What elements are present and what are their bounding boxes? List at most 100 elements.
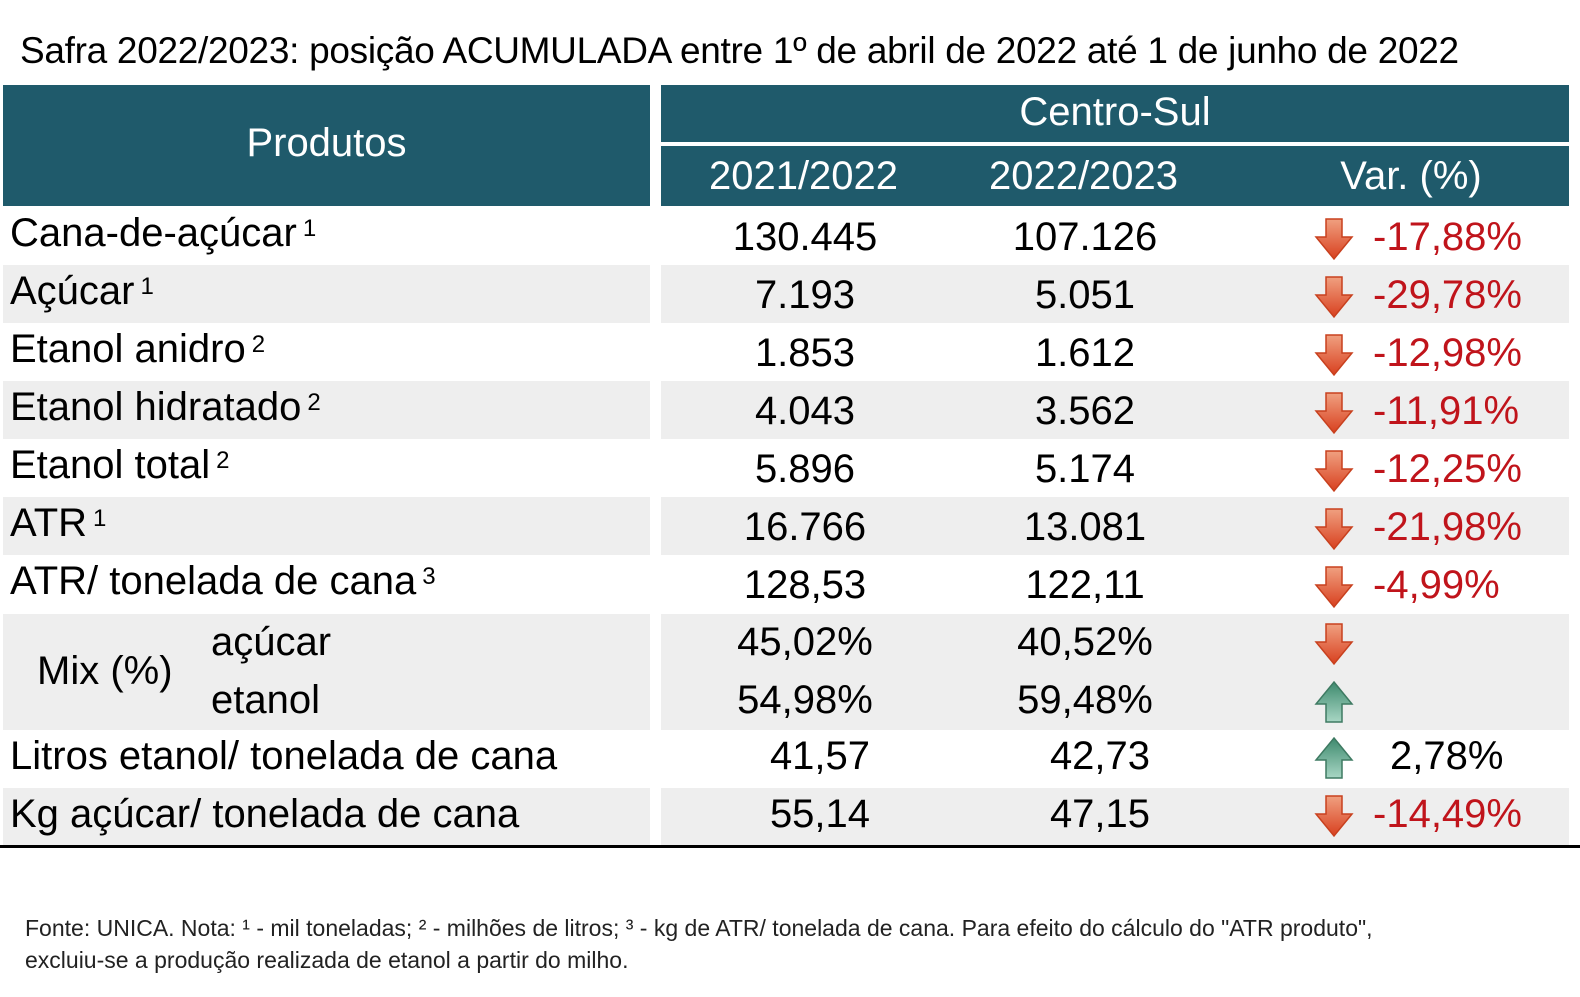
table-row: ATR/ tonelada de cana 3 128,53 122,11 -4,99% bbox=[0, 555, 1580, 613]
variation-value: -12,98% bbox=[1373, 331, 1522, 375]
table-row: Etanol anidro 2 1.853 1.612 -12,98% bbox=[0, 323, 1580, 381]
value-2021-2022: 7.193 bbox=[754, 273, 856, 317]
row-label-text: Cana-de-açúcar bbox=[10, 211, 297, 255]
table-row: Etanol hidratado 2 4.043 3.562 -11,91% bbox=[0, 381, 1580, 439]
mix-acucar-2022-2023: 40,52% bbox=[1017, 620, 1153, 664]
value-2022-2023: 1.612 bbox=[1034, 331, 1136, 375]
table-bottom-rule bbox=[0, 845, 1580, 848]
row-label: Litros etanol/ tonelada de cana bbox=[10, 734, 558, 778]
variation-value: -17,88% bbox=[1373, 215, 1522, 259]
row-label: Etanol total 2 bbox=[10, 443, 230, 488]
header-col-2021-2022: 2021/2022 bbox=[708, 154, 899, 198]
arrow-down-icon bbox=[1314, 794, 1354, 838]
header-col-2022-2023: 2022/2023 bbox=[988, 154, 1179, 198]
value-2021-2022: 41,57 bbox=[769, 734, 871, 778]
row-note-marker: 1 bbox=[93, 505, 107, 532]
row-label-text: ATR bbox=[10, 501, 88, 545]
row-note-marker: 1 bbox=[140, 273, 154, 300]
variation-value: -4,99% bbox=[1373, 563, 1500, 607]
mix-etanol-label: etanol bbox=[211, 678, 320, 722]
variation-value: 2,78% bbox=[1390, 734, 1504, 778]
table-row: ATR 1 16.766 13.081 -21,98% bbox=[0, 497, 1580, 555]
header-col-var: Var. (%) bbox=[1340, 154, 1482, 198]
row-bg-right bbox=[661, 788, 1569, 845]
value-2021-2022: 130.445 bbox=[732, 215, 878, 259]
arrow-down-icon bbox=[1314, 333, 1354, 377]
row-note-marker: 1 bbox=[302, 215, 317, 242]
row-bg-left bbox=[3, 265, 650, 323]
variation-value: -14,49% bbox=[1373, 792, 1522, 836]
row-bg-right bbox=[661, 497, 1569, 555]
arrow-up-icon bbox=[1314, 680, 1354, 724]
mix-acucar-2021-2022: 45,02% bbox=[737, 620, 873, 664]
row-label-text: Etanol hidratado bbox=[10, 385, 302, 429]
row-bg-right bbox=[661, 381, 1569, 439]
page-title: Safra 2022/2023: posição ACUMULADA entre… bbox=[20, 30, 1459, 71]
row-label-text: Etanol anidro bbox=[10, 327, 246, 371]
row-bg-left bbox=[3, 614, 650, 730]
value-2021-2022: 16.766 bbox=[743, 505, 867, 549]
row-label: Etanol hidratado 2 bbox=[10, 385, 321, 430]
value-2021-2022: 4.043 bbox=[754, 389, 856, 433]
row-label: Açúcar 1 bbox=[10, 269, 154, 314]
value-2021-2022: 1.853 bbox=[754, 331, 856, 375]
row-label-text: Açúcar bbox=[10, 269, 135, 313]
kg-row: Kg açúcar/ tonelada de cana 55,14 47,15 -14… bbox=[0, 788, 1580, 845]
value-2021-2022: 128,53 bbox=[743, 563, 867, 607]
row-label: Etanol anidro 2 bbox=[10, 327, 265, 372]
row-bg-left bbox=[3, 788, 650, 845]
litros-row: Litros etanol/ tonelada de cana 41,57 42,7… bbox=[0, 730, 1580, 788]
value-2022-2023: 122,11 bbox=[1025, 563, 1145, 607]
arrow-down-icon bbox=[1314, 622, 1354, 666]
value-2021-2022: 55,14 bbox=[769, 792, 871, 836]
table-row: Etanol total 2 5.896 5.174 -12,25% bbox=[0, 439, 1580, 497]
row-bg-right bbox=[661, 614, 1569, 730]
value-2022-2023: 107.126 bbox=[1012, 215, 1158, 259]
mix-etanol-2021-2022: 54,98% bbox=[737, 678, 873, 722]
table-row: Açúcar 1 7.193 5.051 -29,78% bbox=[0, 265, 1580, 323]
header-region-label: Centro-Sul bbox=[1019, 90, 1211, 134]
row-label: ATR/ tonelada de cana 3 bbox=[10, 559, 436, 604]
row-bg-left bbox=[3, 381, 650, 439]
variation-value: -29,78% bbox=[1373, 273, 1522, 317]
value-2022-2023: 47,15 bbox=[1049, 792, 1151, 836]
footnote: Fonte: UNICA. Nota: ¹ - mil toneladas; ²… bbox=[25, 912, 1565, 976]
row-note-marker: 2 bbox=[307, 389, 321, 416]
row-label: Kg açúcar/ tonelada de cana bbox=[10, 792, 520, 836]
row-note-marker: 3 bbox=[422, 563, 436, 590]
row-label: Cana-de-açúcar 1 bbox=[10, 211, 316, 256]
row-label-text: Etanol total bbox=[10, 443, 211, 487]
arrow-up-icon bbox=[1314, 736, 1354, 780]
row-label: ATR 1 bbox=[10, 501, 106, 546]
arrow-down-icon bbox=[1314, 217, 1354, 261]
arrow-down-icon bbox=[1314, 391, 1354, 435]
value-2022-2023: 5.051 bbox=[1034, 273, 1136, 317]
arrow-down-icon bbox=[1314, 565, 1354, 609]
row-bg-left bbox=[3, 497, 650, 555]
arrow-down-icon bbox=[1314, 275, 1354, 319]
mix-row: Mix (%) açúcar etanol 45,02% 40,52% 54,98% 59,… bbox=[0, 614, 1580, 730]
variation-value: -12,25% bbox=[1373, 447, 1522, 491]
row-note-marker: 2 bbox=[216, 447, 230, 474]
footnote-line-2: excluiu-se a produção realizada de etano… bbox=[25, 947, 629, 973]
value-2021-2022: 5.896 bbox=[754, 447, 856, 491]
value-2022-2023: 5.174 bbox=[1034, 447, 1136, 491]
header-produtos: Produtos bbox=[3, 85, 650, 206]
value-2022-2023: 3.562 bbox=[1034, 389, 1136, 433]
arrow-down-icon bbox=[1314, 507, 1354, 551]
value-2022-2023: 42,73 bbox=[1049, 734, 1151, 778]
row-bg-right bbox=[661, 265, 1569, 323]
row-label-text: ATR/ tonelada de cana bbox=[10, 559, 417, 603]
footnote-line-1: Fonte: UNICA. Nota: ¹ - mil toneladas; ²… bbox=[25, 915, 1373, 941]
variation-value: -11,91% bbox=[1373, 389, 1520, 433]
header-region: Centro-Sul bbox=[661, 85, 1569, 142]
mix-etanol-2022-2023: 59,48% bbox=[1017, 678, 1153, 722]
mix-label: Mix (%) bbox=[37, 649, 173, 693]
row-note-marker: 2 bbox=[251, 331, 266, 358]
arrow-down-icon bbox=[1314, 449, 1354, 493]
table-row: Cana-de-açúcar 1 130.445 107.126 -17,88% bbox=[0, 207, 1580, 265]
header-produtos-label: Produtos bbox=[246, 121, 407, 165]
header-subcolumns: 2021/2022 2022/2023 Var. (%) bbox=[661, 146, 1569, 206]
variation-value: -21,98% bbox=[1373, 505, 1522, 549]
mix-acucar-label: açúcar bbox=[211, 620, 332, 664]
